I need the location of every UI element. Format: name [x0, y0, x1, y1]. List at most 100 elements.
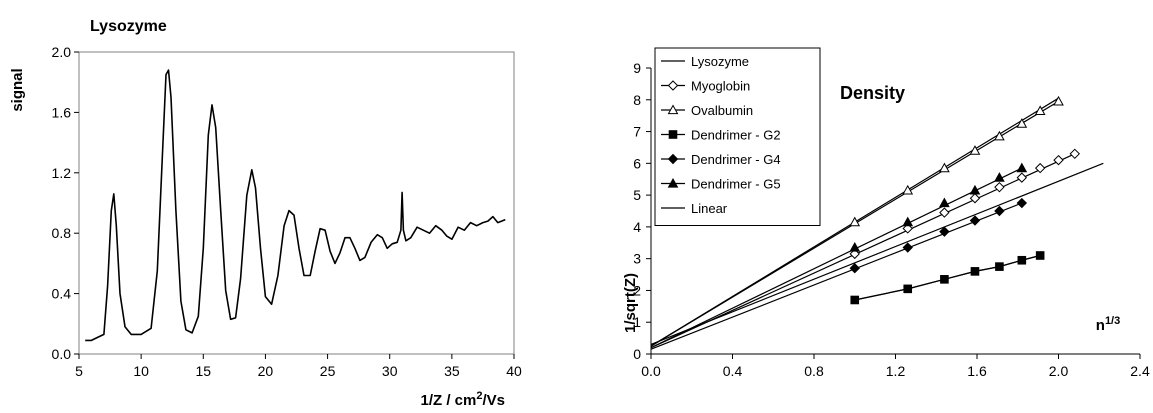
dendrimer-g4-point — [1016, 197, 1028, 209]
y-tick-label: 2 — [633, 282, 641, 298]
x-tick-label: 1.6 — [967, 363, 987, 379]
x-tick-label: 0.4 — [723, 363, 743, 379]
y-tick-label: 8 — [633, 92, 641, 108]
dendrimer-g5-point — [994, 172, 1005, 182]
y-tick-label: 6 — [633, 155, 641, 171]
y-tick-label: 9 — [633, 60, 641, 76]
dendrimer-g4-point — [849, 262, 860, 274]
x-axis-label: 1/Z / cm2/Vs — [421, 390, 506, 409]
y-tick-label: 0.4 — [52, 286, 72, 302]
legend-label-myoglobin: Myoglobin — [691, 79, 750, 94]
legend-label-linear: Linear — [691, 201, 728, 216]
y-tick-label: 3 — [633, 251, 641, 267]
chart-title: Lysozyme — [90, 18, 167, 35]
dendrimer-g5-fit-line — [650, 167, 1023, 349]
myoglobin-point — [939, 207, 950, 218]
legend-marker-dendrimer-g4 — [667, 153, 679, 165]
chart-title: Density — [840, 83, 905, 103]
legend-marker-myoglobin — [667, 80, 679, 91]
plot-area — [650, 95, 1104, 350]
dendrimer-g5-point — [902, 216, 914, 227]
x-axis-label: n1/3 — [1096, 315, 1120, 334]
myoglobin-point — [849, 248, 860, 260]
dendrimer-g2-point — [850, 295, 860, 305]
dendrimer-g4-point — [969, 215, 981, 226]
legend-marker-ovalbumin — [667, 104, 679, 115]
legend-label-dendrimer-g4: Dendrimer - G4 — [691, 152, 781, 167]
ovalbumin-point — [849, 216, 861, 227]
myoglobin-point — [1053, 154, 1064, 166]
legend: Lysozyme Myoglobin Ovalbumin Dendrimer - G2… — [654, 47, 821, 226]
dendrimer-g2-point — [940, 275, 949, 284]
ovalbumin-point — [969, 145, 981, 155]
ovalbumin-point — [1034, 105, 1046, 115]
x-tick-label: 0.0 — [641, 363, 661, 379]
tick-labels: 0.0 0.4 0.8 1.2 1.6 2.0 5 10 15 20 25 30 35 40 — [52, 44, 522, 379]
dendrimer-g4-point — [939, 226, 950, 237]
x-axis-label-unit: /Vs — [482, 392, 505, 409]
y-tick-label: 4 — [633, 219, 641, 235]
y-tick-label: 7 — [633, 124, 641, 140]
x-tick-label: 30 — [382, 363, 398, 379]
axes — [646, 67, 1141, 359]
y-tick-label: 1.2 — [52, 165, 72, 181]
linear-line — [650, 162, 1104, 346]
legend-marker-dendrimer-g5 — [667, 177, 679, 188]
x-tick-label: 15 — [195, 363, 211, 379]
x-tick-label: 0.8 — [804, 363, 824, 379]
myoglobin-point — [1016, 172, 1028, 183]
y-tick-label: 0.8 — [52, 225, 72, 241]
y-tick-label: 0 — [633, 346, 641, 362]
dendrimer-g2-point — [1017, 255, 1027, 265]
x-tick-label: 20 — [258, 363, 274, 379]
x-tick-label: 10 — [133, 363, 149, 379]
y-tick-label: 2.0 — [52, 44, 72, 60]
x-axis-label-main: n — [1096, 317, 1105, 334]
legend-label-lysozyme: Lysozyme — [691, 54, 749, 69]
axes — [74, 51, 515, 359]
myoglobin-point — [1034, 162, 1046, 174]
y-tick-label: 1 — [633, 314, 641, 330]
legend-box — [654, 47, 821, 226]
dendrimer-g2-point — [995, 262, 1004, 271]
dendrimer-g5-point — [849, 242, 861, 252]
x-tick-label: 25 — [320, 363, 336, 379]
ovalbumin-point — [1016, 118, 1028, 128]
x-tick-label: 5 — [75, 363, 83, 379]
dendrimer-g5-point — [1016, 162, 1028, 173]
y-tick-label: 1.6 — [52, 104, 72, 120]
y-axis-label: 1/sqrt(Z) — [622, 273, 639, 333]
plot-area — [85, 69, 506, 342]
x-axis-label-main: 1/Z / cm — [421, 392, 477, 409]
legend-label-dendrimer-g5: Dendrimer - G5 — [691, 177, 781, 192]
ovalbumin-point — [1053, 95, 1064, 106]
dendrimer-g5-point — [969, 184, 981, 195]
myoglobin-fit-line — [650, 153, 1076, 349]
myoglobin-point — [902, 223, 913, 234]
x-axis-label-superscript: 2 — [476, 390, 482, 402]
x-tick-label: 35 — [444, 363, 460, 379]
ovalbumin-point — [994, 130, 1005, 141]
dendrimer-g4-point — [994, 205, 1005, 217]
ovalbumin-point — [939, 162, 950, 173]
myoglobin-point — [969, 193, 981, 204]
dendrimer-g4-point — [902, 242, 913, 253]
x-tick-label: 2.4 — [1130, 363, 1150, 379]
legend-label-ovalbumin: Ovalbumin — [691, 103, 753, 118]
dendrimer-g2-point — [903, 284, 913, 294]
y-axis-label: signal — [9, 68, 26, 111]
legend-marker-dendrimer-g2 — [668, 130, 678, 139]
signal-series-line — [85, 69, 506, 342]
dendrimer-g2-point — [1035, 251, 1045, 260]
myoglobin-point — [994, 181, 1005, 193]
y-tick-label: 5 — [633, 187, 641, 203]
dendrimer-g5-point — [939, 197, 950, 208]
plot-frame — [78, 51, 515, 355]
x-axis-label-superscript: 1/3 — [1105, 315, 1120, 327]
lysozyme-chart: Lysozyme signal 1/Z / cm2/Vs 0.0 0.4 0.8 1.… — [9, 18, 522, 409]
legend-label-dendrimer-g2: Dendrimer - G2 — [691, 128, 781, 143]
tick-labels: 0 1 2 3 4 5 6 7 8 9 0.0 0.4 0.8 1.2 1.6 2.0 2.4 — [633, 60, 1150, 379]
y-tick-label: 0.0 — [52, 346, 72, 362]
